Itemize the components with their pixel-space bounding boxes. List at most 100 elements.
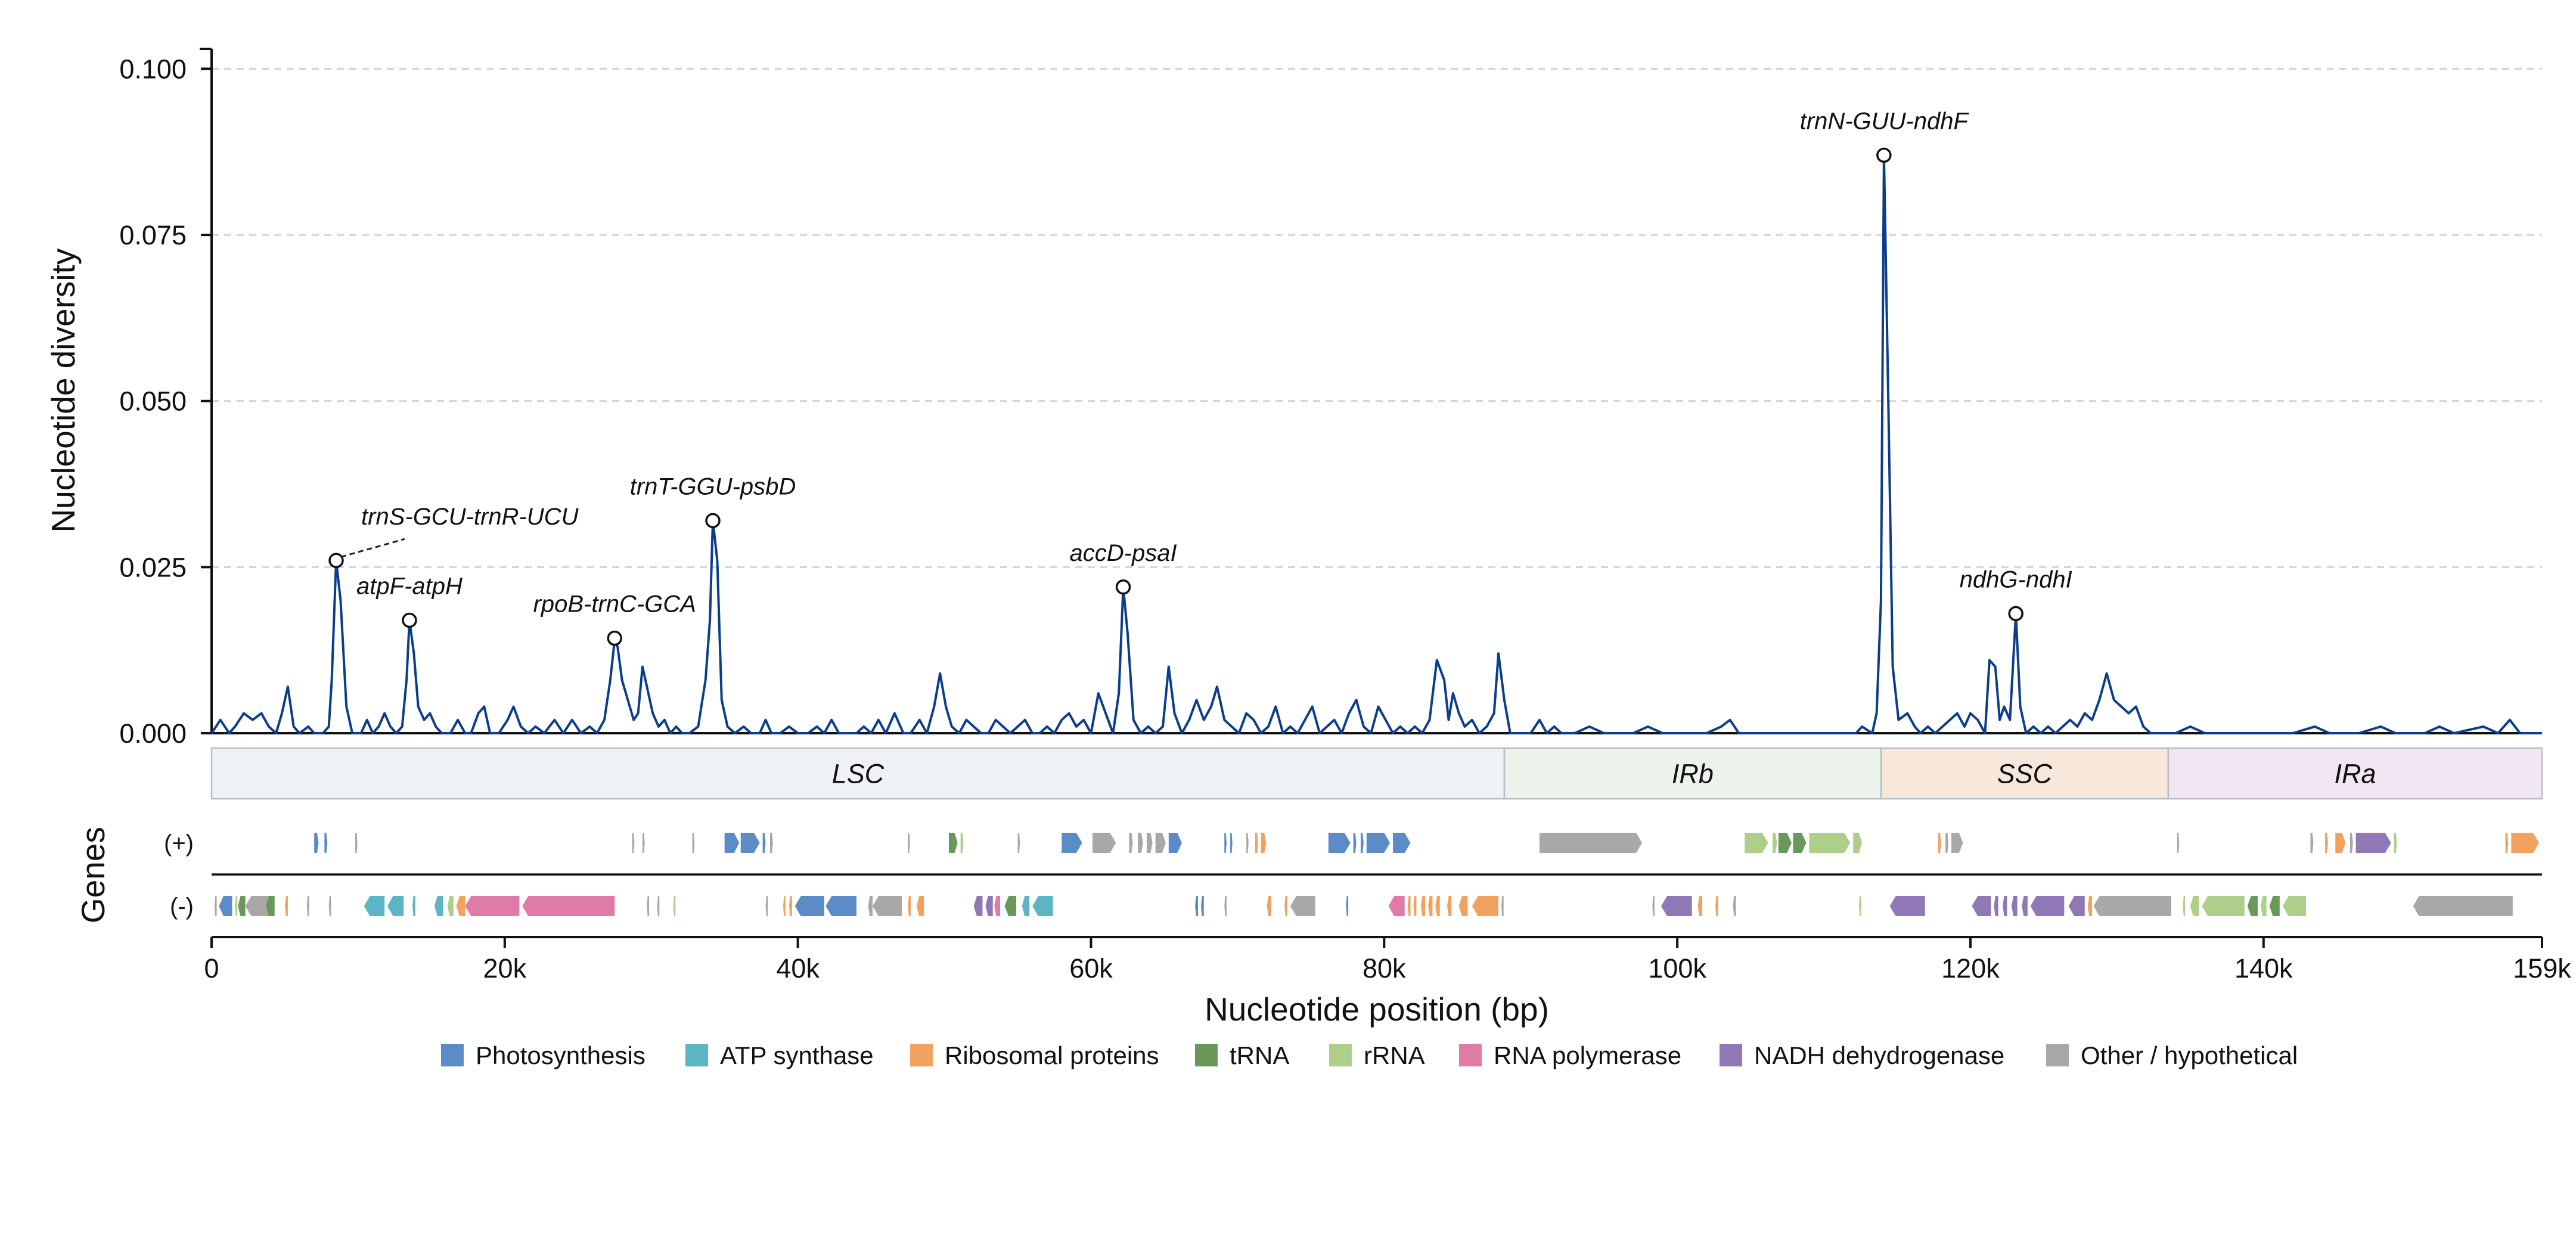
- gene-arrow: [1889, 896, 1925, 916]
- axes: 0.000 0.025 0.050 0.075 0.100 0 20k 40k 60k 80k 10…: [119, 48, 2571, 984]
- x-tick-label: 140k: [2234, 953, 2293, 984]
- gene-arrow: [994, 896, 1001, 916]
- gene-arrow: [2394, 833, 2397, 853]
- gene-arrow: [465, 896, 520, 916]
- gene-arrow: [1267, 896, 1271, 916]
- gene-arrow: [1284, 896, 1287, 916]
- legend-swatch: [2046, 1044, 2069, 1066]
- gene-arrow: [2260, 896, 2267, 916]
- gene-arrow: [1733, 896, 1736, 916]
- gene-arrow: [328, 896, 331, 916]
- peak-label: trnT-GGU-psbD: [630, 473, 796, 500]
- y-tick-label: 0.000: [119, 718, 187, 749]
- gene-arrow: [692, 833, 695, 853]
- gene-arrow: [1062, 833, 1082, 853]
- legend-label: Other / hypothetical: [2081, 1041, 2298, 1069]
- gene-arrow: [1138, 833, 1143, 853]
- gene-arrow: [1413, 896, 1417, 916]
- y-axis-title: Nucleotide diversity: [45, 248, 82, 532]
- gene-arrow: [364, 896, 385, 916]
- gene-arrow: [2355, 833, 2391, 853]
- gene-arrow: [2030, 896, 2065, 916]
- legend-swatch: [1459, 1044, 1482, 1066]
- gene-arrow: [1853, 833, 1862, 853]
- gene-arrow: [2282, 896, 2307, 916]
- gene-arrow: [2505, 833, 2509, 853]
- x-axis-title: Nucleotide position (bp): [1205, 991, 1549, 1028]
- gene-arrow: [1697, 896, 1702, 916]
- gene-arrow: [1224, 896, 1227, 916]
- gene-arrow: [1539, 833, 1643, 853]
- gene-arrow: [789, 896, 792, 916]
- gene-arrow: [1346, 896, 1349, 916]
- gene-arrow: [647, 896, 650, 916]
- peak-label: atpF-atpH: [356, 573, 463, 600]
- gene-arrow: [1366, 833, 1391, 853]
- gene-arrow: [1772, 833, 1777, 853]
- gene-arrow: [2350, 833, 2353, 853]
- gene-arrow: [673, 896, 676, 916]
- legend-label: NADH dehydrogenase: [1754, 1041, 2004, 1069]
- gene-arrow: [762, 833, 766, 853]
- gene-arrow: [632, 833, 635, 853]
- x-tick-label: 40k: [776, 953, 820, 984]
- gene-arrow: [1155, 833, 1166, 853]
- gene-arrow: [1195, 896, 1198, 916]
- gene-arrow: [1022, 896, 1030, 916]
- gene-arrow: [355, 833, 358, 853]
- gene-arrow: [1501, 896, 1504, 916]
- diversity-line: [210, 154, 2542, 734]
- peak-marker: [402, 612, 417, 628]
- peak-marker: [607, 630, 623, 646]
- gene-arrow: [1472, 896, 1499, 916]
- gene-arrow: [2202, 896, 2245, 916]
- gene-arrow: [245, 896, 272, 916]
- gene-arrow: [825, 896, 857, 916]
- gene-arrow: [948, 833, 958, 853]
- gene-arrow: [2190, 896, 2199, 916]
- gene-arrow: [657, 896, 660, 916]
- gene-arrow: [1388, 896, 1405, 916]
- gene-arrow: [1420, 896, 1426, 916]
- gene-arrow: [1715, 896, 1718, 916]
- gene-arrow: [456, 896, 465, 916]
- gene-arrow: [2003, 896, 2007, 916]
- peak-label: accD-psaI: [1070, 540, 1177, 566]
- legend-swatch: [685, 1044, 708, 1066]
- peak-label: trnN-GUU-ndhF: [1800, 108, 1970, 134]
- legend: Photosynthesis ATP synthase Ribosomal prot…: [441, 1041, 2298, 1069]
- peak-label: ndhG-ndhI: [1960, 566, 2072, 593]
- gene-arrow: [1017, 833, 1020, 853]
- strand-label-plus: (+): [164, 830, 194, 857]
- gene-track: (+) (-): [164, 830, 2542, 920]
- gene-arrow: [1435, 896, 1440, 916]
- gene-arrow: [2511, 833, 2540, 853]
- gene-arrow: [1859, 896, 1861, 916]
- legend-swatch: [1195, 1044, 1218, 1066]
- gene-arrow: [1661, 896, 1692, 916]
- gene-arrow: [2247, 896, 2258, 916]
- gene-arrow: [219, 896, 232, 916]
- gene-arrow: [235, 896, 238, 916]
- x-tick-label: 20k: [483, 953, 527, 984]
- region-label: LSC: [832, 759, 884, 789]
- gene-arrow: [2068, 896, 2085, 916]
- peak-marker: [1115, 579, 1131, 595]
- gene-arrow: [2183, 896, 2186, 916]
- gene-arrow: [2022, 896, 2028, 916]
- gene-arrow: [740, 833, 760, 853]
- peak-marker: [705, 513, 721, 529]
- gene-arrow: [1793, 833, 1807, 853]
- gene-arrow: [1407, 896, 1411, 916]
- gene-arrow: [447, 896, 454, 916]
- region-box: [2167, 747, 2543, 800]
- gene-arrow: [1938, 833, 1941, 853]
- x-tick-label: 0: [204, 953, 219, 984]
- gene-arrow: [2325, 833, 2328, 853]
- y-tick-label: 0.050: [119, 386, 187, 417]
- gene-arrow: [1778, 833, 1792, 853]
- gene-arrow: [2310, 833, 2314, 853]
- gene-arrow: [314, 833, 319, 853]
- region-box: [1503, 747, 1882, 800]
- gene-arrow: [765, 896, 768, 916]
